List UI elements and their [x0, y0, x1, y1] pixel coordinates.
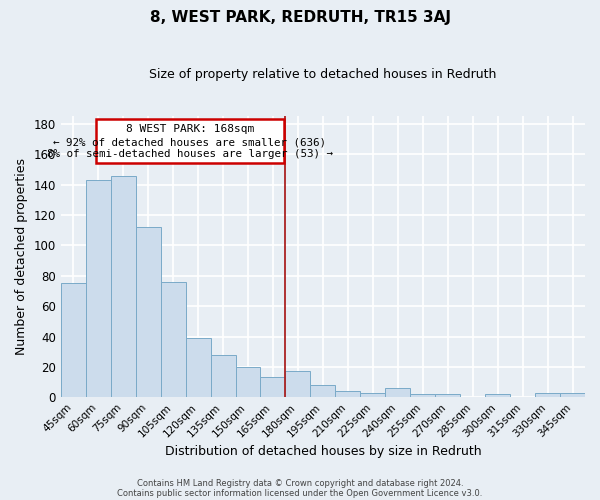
Bar [335, 391, 361, 397]
Bar [111, 176, 136, 397]
Bar [535, 392, 560, 397]
X-axis label: Distribution of detached houses by size in Redruth: Distribution of detached houses by size … [164, 444, 481, 458]
Bar [485, 394, 510, 397]
Y-axis label: Number of detached properties: Number of detached properties [15, 158, 28, 356]
Text: 8% of semi-detached houses are larger (53) →: 8% of semi-detached houses are larger (5… [47, 150, 333, 160]
Text: ← 92% of detached houses are smaller (636): ← 92% of detached houses are smaller (63… [53, 137, 326, 147]
Bar [560, 392, 585, 397]
Bar [211, 354, 236, 397]
FancyBboxPatch shape [96, 120, 284, 164]
Bar [236, 367, 260, 397]
Bar [361, 392, 385, 397]
Bar [260, 378, 286, 397]
Bar [435, 394, 460, 397]
Text: Contains HM Land Registry data © Crown copyright and database right 2024.: Contains HM Land Registry data © Crown c… [137, 478, 463, 488]
Bar [86, 180, 111, 397]
Bar [161, 282, 185, 397]
Bar [385, 388, 410, 397]
Bar [310, 385, 335, 397]
Text: 8, WEST PARK, REDRUTH, TR15 3AJ: 8, WEST PARK, REDRUTH, TR15 3AJ [149, 10, 451, 25]
Bar [410, 394, 435, 397]
Text: Contains public sector information licensed under the Open Government Licence v3: Contains public sector information licen… [118, 488, 482, 498]
Bar [185, 338, 211, 397]
Title: Size of property relative to detached houses in Redruth: Size of property relative to detached ho… [149, 68, 497, 80]
Bar [286, 372, 310, 397]
Text: 8 WEST PARK: 168sqm: 8 WEST PARK: 168sqm [126, 124, 254, 134]
Bar [136, 227, 161, 397]
Bar [61, 284, 86, 397]
